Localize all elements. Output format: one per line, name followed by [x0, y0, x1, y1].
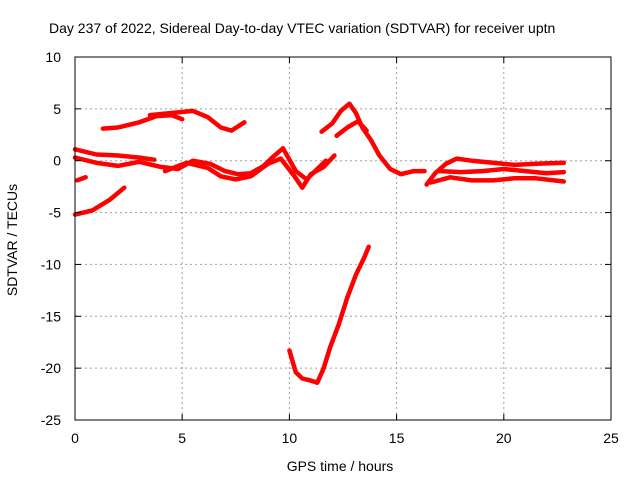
y-tick-label: -10 — [41, 256, 61, 272]
grid — [75, 57, 611, 420]
x-tick-label: 5 — [178, 430, 186, 446]
x-tick-label: 15 — [389, 430, 405, 446]
plot-frame — [74, 56, 612, 421]
series-layer — [72, 101, 567, 385]
data-series-track-b — [147, 108, 247, 133]
y-tick-label: 5 — [53, 101, 61, 117]
y-tick-label: -5 — [49, 205, 62, 221]
x-tick-labels: 0 5 10 15 20 25 — [71, 430, 619, 446]
data-series-track-c — [72, 147, 157, 162]
data-series-track-e — [74, 175, 88, 183]
data-series-track-g — [162, 153, 337, 190]
x-tick-label: 20 — [496, 430, 512, 446]
data-series-track-m — [437, 166, 567, 176]
ticks — [74, 56, 612, 421]
chart-title: Day 237 of 2022, Sidereal Day-to-day VTE… — [49, 20, 555, 36]
data-series-track-a — [100, 112, 185, 131]
y-tick-label: -15 — [41, 308, 61, 324]
y-tick-label: -25 — [41, 412, 61, 428]
y-axis-label: SDTVAR / TECUs — [4, 184, 20, 296]
x-tick-label: 10 — [282, 430, 298, 446]
data-series-track-d — [72, 146, 329, 182]
data-series-track-f — [72, 185, 127, 217]
y-tick-label: 10 — [45, 49, 61, 65]
x-tick-label: 25 — [603, 430, 619, 446]
data-series-track-i — [334, 119, 369, 139]
data-series-track-j — [287, 244, 371, 385]
y-tick-label: -20 — [41, 360, 61, 376]
data-series-track-l — [428, 175, 567, 185]
y-tick-label: 0 — [53, 153, 61, 169]
y-tick-labels: -25 -20 -15 -10 -5 0 5 10 — [41, 49, 61, 428]
x-tick-label: 0 — [71, 430, 79, 446]
data-series-track-h — [319, 101, 427, 177]
x-axis-label: GPS time / hours — [287, 458, 394, 474]
